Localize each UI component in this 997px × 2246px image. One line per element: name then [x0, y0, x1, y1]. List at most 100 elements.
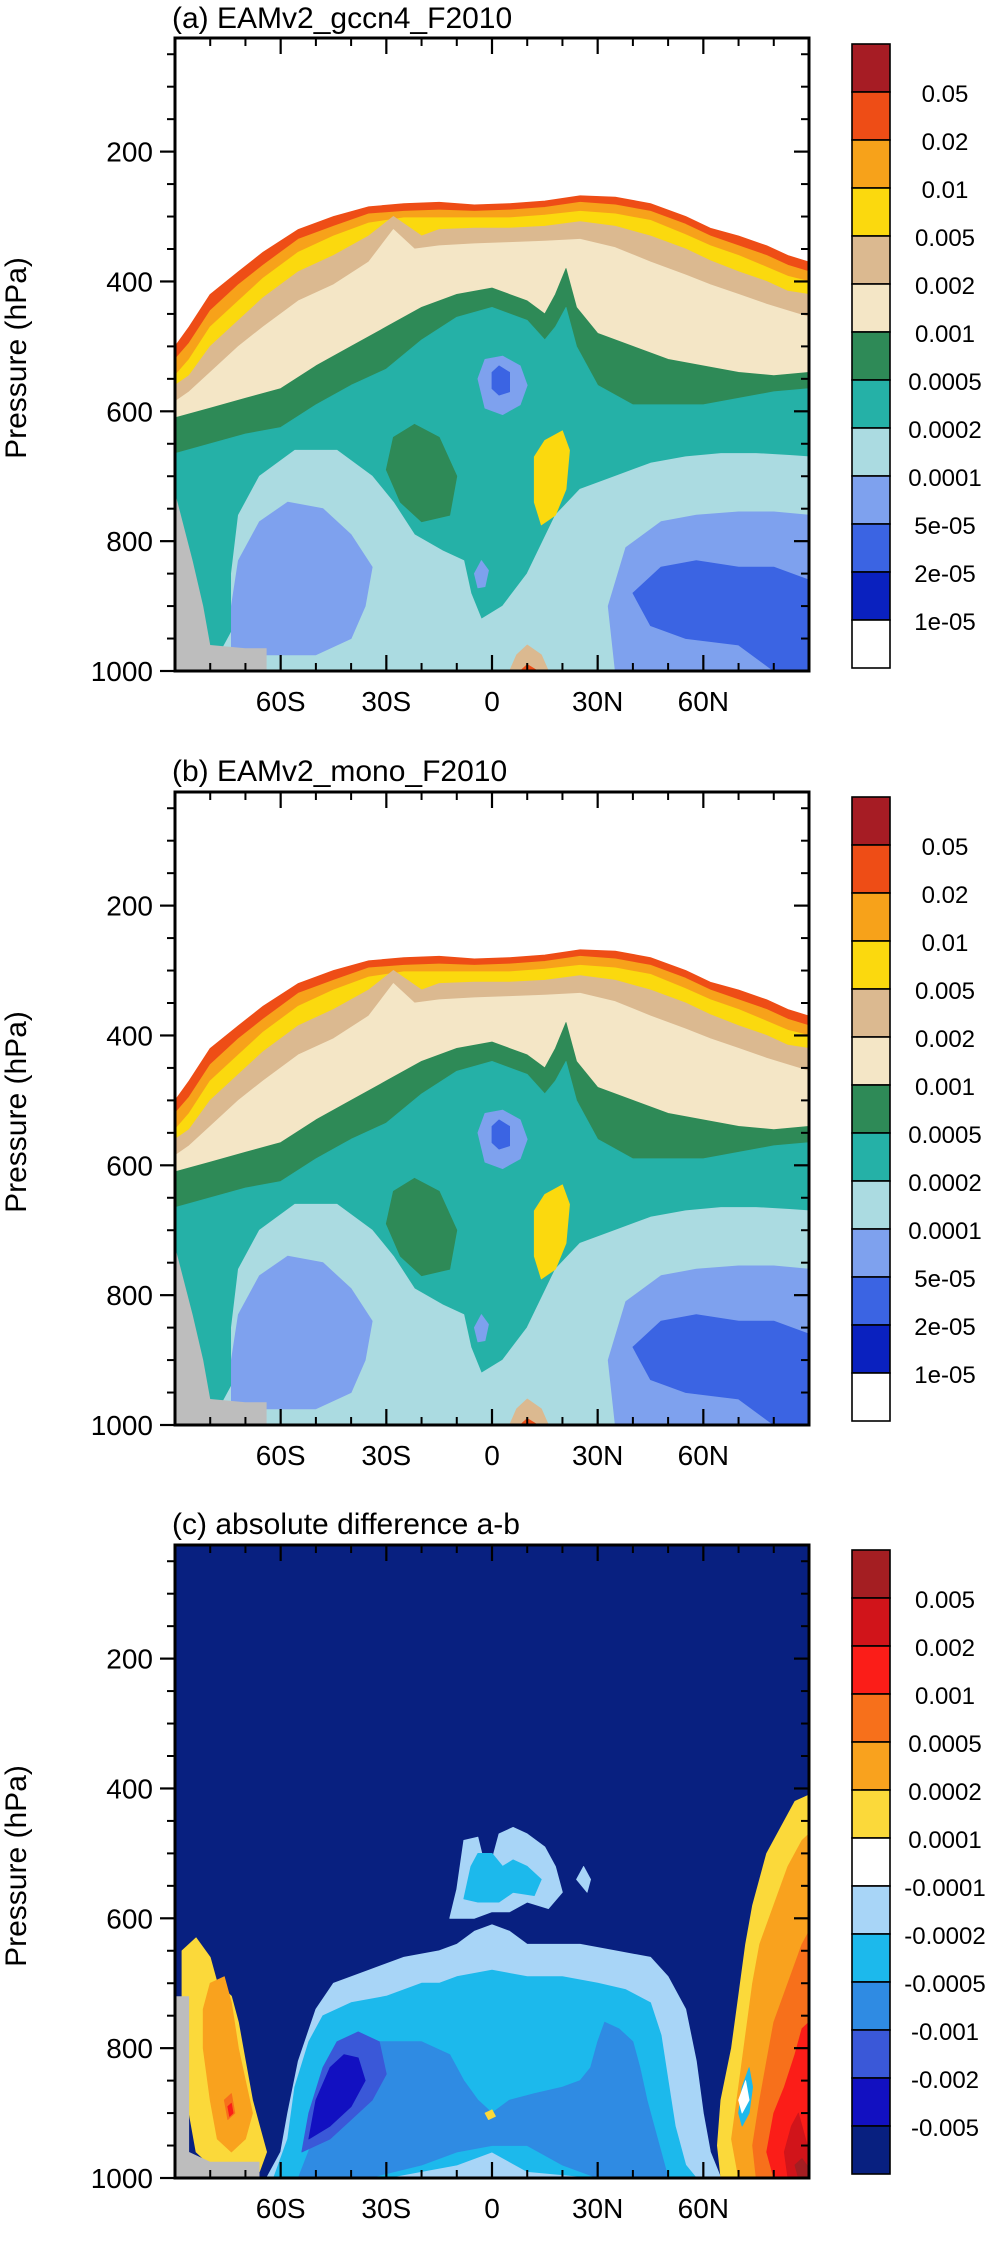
- contour-region: [385, 1177, 458, 1277]
- colorbar-label: 1e-05: [914, 1362, 975, 1389]
- x-tick-label: 30S: [361, 686, 411, 717]
- colorbar-label: 0.05: [922, 81, 969, 108]
- colorbar-swatch: [851, 1693, 891, 1743]
- colorbar-swatch: [851, 2077, 891, 2127]
- y-tick-label: 800: [106, 526, 153, 557]
- colorbar-swatch: [851, 940, 891, 990]
- x-tick-label: 30S: [361, 2193, 411, 2224]
- colorbar-swatch: [851, 1180, 891, 1230]
- colorbar-swatch: [851, 1645, 891, 1695]
- y-tick-label: 1000: [91, 656, 153, 687]
- colorbar-swatch: [851, 1372, 891, 1422]
- colorbar-swatch: [851, 1597, 891, 1647]
- y-tick-label: 200: [106, 891, 153, 922]
- panel-a: (a) EAMv2_gccn4_F2010 Pressure (hPa) 60S…: [0, 2, 982, 717]
- x-tick-label: 30S: [361, 1440, 411, 1471]
- y-tick-label: 600: [106, 396, 153, 427]
- x-tick-label: 30N: [572, 2193, 623, 2224]
- contour-region: [794, 2158, 809, 2178]
- colorbar-swatch: [851, 331, 891, 381]
- missing-data-region: [175, 1246, 267, 1425]
- colorbar-swatch: [851, 1741, 891, 1791]
- x-tick-label: 60S: [256, 2193, 306, 2224]
- colorbar-swatch: [851, 2029, 891, 2079]
- y-axis-label: Pressure (hPa): [0, 1765, 33, 1967]
- colorbar-label: 0.01: [922, 177, 969, 204]
- colorbar-label: 5e-05: [914, 513, 975, 540]
- colorbar-label: 0.0002: [908, 417, 981, 444]
- contour-plot: 60S 30S 0 30N 60N 200 400 600 800 1000: [91, 790, 811, 1471]
- contour-region: [297, 2021, 669, 2178]
- x-tick-label: 0: [484, 1440, 500, 1471]
- colorbar-swatch: [851, 988, 891, 1038]
- colorbar-label: 0.005: [915, 225, 975, 252]
- y-tick-label: 400: [106, 1773, 153, 1804]
- contour-region: [227, 2102, 234, 2117]
- y-tick-label: 400: [106, 1020, 153, 1051]
- contour-region: [519, 1418, 539, 1425]
- colorbar-label: 2e-05: [914, 561, 975, 588]
- colorbar-swatch: [851, 844, 891, 894]
- colorbar-label: 2e-05: [914, 1314, 975, 1341]
- colorbar-label: -0.005: [911, 2115, 979, 2142]
- colorbar-swatch: [851, 1324, 891, 1374]
- y-axis-label: Pressure (hPa): [0, 257, 33, 459]
- colorbar-label: 0.0005: [908, 1731, 981, 1758]
- colorbar: 0.005 0.002 0.001 0.0005 0.0002 0.0001 -0.0001…: [851, 1549, 986, 2175]
- colorbar-swatch: [851, 1549, 891, 1599]
- colorbar-swatch: [851, 475, 891, 525]
- colorbar-label: 0.005: [915, 978, 975, 1005]
- colorbar-label: -0.002: [911, 2067, 979, 2094]
- contour-region: [308, 2054, 366, 2140]
- y-tick-label: 200: [106, 137, 153, 168]
- contour-fills: [175, 792, 809, 1425]
- colorbar-swatch: [851, 2125, 891, 2175]
- y-tick-label: 600: [106, 1903, 153, 1934]
- colorbar-swatch: [851, 139, 891, 189]
- colorbar-label: 0.001: [915, 321, 975, 348]
- contour-plot: 60S 30S 0 30N 60N 200 400 600 800 1000: [91, 36, 811, 717]
- x-tick-label: 30N: [572, 686, 623, 717]
- colorbar-label: 0.002: [915, 1026, 975, 1053]
- x-tick-label: 60N: [678, 686, 729, 717]
- plot-frame: [173, 790, 811, 1427]
- colorbar-swatch: [851, 235, 891, 285]
- colorbar: 0.05 0.02 0.01 0.005 0.002 0.001 0.0005 0.0002 0…: [851, 796, 982, 1422]
- colorbar-swatch: [851, 1276, 891, 1326]
- contour-region: [463, 1853, 542, 1903]
- contour-region: [576, 1866, 591, 1893]
- colorbar-label: 0.05: [922, 834, 969, 861]
- contour-region: [484, 2109, 496, 2121]
- contour-region: [533, 430, 570, 526]
- colorbar-label: 0.0001: [908, 1827, 981, 1854]
- contour-region: [230, 1255, 373, 1419]
- colorbar-label: 0.0001: [908, 1218, 981, 1245]
- contour-region: [519, 664, 539, 671]
- colorbar-swatch: [851, 283, 891, 333]
- colorbar-swatch: [851, 892, 891, 942]
- plot-frame: [173, 1543, 811, 2180]
- colorbar-swatch: [851, 1981, 891, 2031]
- contour-region: [509, 1398, 549, 1425]
- contour-region: [738, 2080, 750, 2114]
- y-tick-label: 200: [106, 1644, 153, 1675]
- colorbar-label: 0.02: [922, 882, 969, 909]
- colorbar-label: 5e-05: [914, 1266, 975, 1293]
- contour-region: [632, 560, 809, 671]
- contour-plot: 60S 30S 0 30N 60N 200 400 600 800 1000: [91, 1543, 811, 2224]
- contour-region: [632, 1314, 809, 1425]
- y-tick-label: 400: [106, 266, 153, 297]
- y-tick-label: 1000: [91, 2163, 153, 2194]
- y-tick-label: 800: [106, 1280, 153, 1311]
- colorbar-label: 0.0001: [908, 465, 981, 492]
- contour-region: [533, 1184, 570, 1280]
- panel-b: (b) EAMv2_mono_F2010 Pressure (hPa) 60S 3…: [0, 755, 982, 1471]
- colorbar-swatch: [851, 379, 891, 429]
- x-tick-label: 30N: [572, 1440, 623, 1471]
- colorbar-swatch: [851, 523, 891, 573]
- x-tick-label: 60S: [256, 686, 306, 717]
- colorbar-label: -0.0002: [904, 1923, 985, 1950]
- colorbar-swatch: [851, 1933, 891, 1983]
- colorbar-label: 1e-05: [914, 609, 975, 636]
- missing-data-region: [175, 492, 267, 671]
